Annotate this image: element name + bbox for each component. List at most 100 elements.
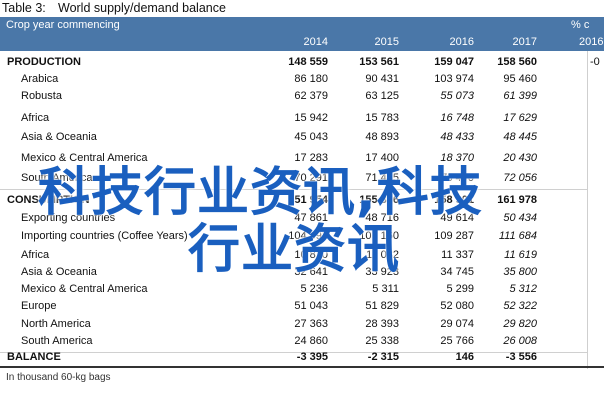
section-row: PRODUCTION 148 559 153 561 159 047 158 560 -0 [0,54,604,71]
row-label: BALANCE [7,351,61,363]
table-row: Asia & Oceania 45 043 48 893 48 433 48 445 [0,129,604,146]
table-row: Africa 10 810 11 082 11 337 11 619 [0,247,604,264]
row-label: Asia & Oceania [21,266,97,278]
cell-value: 26 008 [503,335,537,347]
row-label: Arabica [21,73,59,85]
cell-value: 103 974 [434,73,474,85]
cell-value: 33 923 [365,266,399,278]
cell-value: 62 379 [294,90,328,102]
cell-value: 75 496 [440,172,474,184]
cell-value: 35 800 [503,266,537,278]
cell-value: 48 445 [503,131,537,143]
section-divider [0,352,588,353]
cell-value: 25 766 [440,335,474,347]
year-2017: 2017 [512,36,537,48]
year-2016: 2016 [449,36,474,48]
cell-value: 32 641 [294,266,328,278]
watermark-line-2: 行业资讯 [188,220,401,280]
cell-value: 27 363 [294,318,328,330]
cell-value: 148 559 [288,56,328,68]
cell-value: 104 093 [288,230,328,242]
cell-value: 52 322 [503,300,537,312]
cell-value: 5 311 [372,283,399,295]
watermark-line-1: 科技行业资讯,科技 [38,163,483,223]
section-row: CONSUMPTION 151 954 155 876 158 901 161 978 [0,192,604,209]
row-label: Mexico & Central America [21,283,148,295]
cell-value: 17 400 [365,152,399,164]
table-row: North America 27 363 28 393 29 074 29 820 [0,316,604,333]
cell-value: 20 430 [503,152,537,164]
cell-value: 48 716 [365,212,399,224]
cell-value: 153 561 [359,56,399,68]
table-row: Europe 51 043 51 829 52 080 52 322 [0,298,604,315]
cell-value: 95 460 [503,73,537,85]
cell-value: 24 860 [294,335,328,347]
cell-value: 51 829 [365,300,399,312]
cell-value: 5 312 [509,283,537,295]
table-row: South America 24 860 25 338 25 766 26 008 [0,333,604,350]
cell-value: 11 082 [366,249,399,261]
cell-value: 111 684 [498,230,537,242]
cell-value: 10 810 [294,249,328,261]
cell-value: 29 820 [503,318,537,330]
row-label: North America [21,318,91,330]
year-2014: 2014 [303,36,328,48]
row-label: South America [21,335,93,347]
cell-value: 49 614 [440,212,474,224]
pct-change-cell: -0 [590,56,600,68]
cell-value: 11 619 [504,249,537,261]
row-label: Exporting countries [21,212,116,224]
cell-value: 63 125 [365,90,399,102]
row-label: Africa [21,112,50,124]
cell-value: 51 043 [294,300,328,312]
footnote: In thousand 60-kg bags [6,372,111,383]
cell-value: -3 395 [296,351,328,363]
cell-value: 17 629 [503,112,537,124]
table-title: Table 3: World supply/demand balance [0,0,604,17]
table-row: Arabica 86 180 90 431 103 974 95 460 [0,71,604,88]
table-header: Crop year commencing % c 2014 2015 2016 … [0,17,604,51]
cell-value: 61 399 [503,90,537,102]
cell-value: -3 556 [505,351,537,363]
cell-value: 158 901 [434,194,474,206]
cell-value: 16 748 [440,112,474,124]
cell-value: 5 299 [446,283,474,295]
row-label: Importing countries (Coffee Years) [21,230,188,242]
row-label: Asia & Oceania [21,131,97,143]
cell-value: 72 056 [503,172,537,184]
table-row: Mexico & Central America 17 283 17 400 18 3… [0,150,604,167]
row-label: Africa [21,249,50,261]
cell-value: 18 370 [440,152,474,164]
bottom-rule [0,366,604,368]
cell-value: 107 160 [359,230,399,242]
cell-value: 48 893 [365,131,399,143]
table-row: Mexico & Central America 5 236 5 311 5 299 5… [0,281,604,298]
row-label: Mexico & Central America [21,152,148,164]
cell-value: 34 745 [440,266,474,278]
cell-value: 151 954 [288,194,328,206]
cell-value: 146 [455,351,474,363]
cell-value: 11 337 [441,249,474,261]
row-label: Europe [21,300,57,312]
row-label: South America [21,172,93,184]
year-2016-pct: 2016 [579,36,604,48]
section-divider [0,189,588,190]
cell-value: 55 073 [440,90,474,102]
cell-value: 86 180 [294,73,328,85]
cell-value: 15 942 [294,112,328,124]
table-row: Robusta 62 379 63 125 55 073 61 399 [0,88,604,105]
cell-value: 161 978 [497,194,537,206]
table-number: Table 3: [2,1,46,15]
cell-value: 15 783 [365,112,399,124]
table-row: Asia & Oceania 32 641 33 923 34 745 35 800 [0,264,604,281]
cell-value: 50 434 [503,212,537,224]
cell-value: 28 393 [365,318,399,330]
cell-value: 90 431 [365,73,399,85]
cell-value: 29 074 [440,318,474,330]
cell-value: 159 047 [434,56,474,68]
table-title-text: World supply/demand balance [58,1,226,15]
cell-value: 52 080 [440,300,474,312]
section-row: BALANCE -3 395 -2 315 146 -3 556 [0,349,604,366]
row-label: Robusta [21,90,62,102]
row-label: CONSUMPTION [7,194,90,206]
